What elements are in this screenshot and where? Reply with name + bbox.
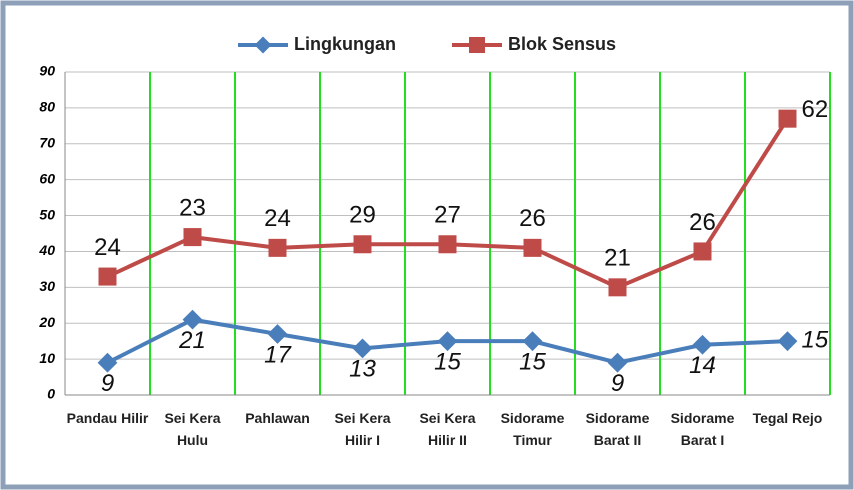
data-label: 15: [434, 349, 461, 376]
marker: [522, 331, 543, 352]
data-label: 26: [689, 209, 716, 236]
legend-label: Blok Sensus: [508, 34, 616, 54]
marker: [438, 235, 457, 254]
x-tick-label: Sei Kera Hulu: [164, 410, 221, 448]
marker: [98, 267, 117, 286]
data-label: 24: [94, 234, 121, 261]
y-tick-label: 60: [39, 170, 55, 186]
marker: [268, 238, 287, 257]
y-tick-label: 40: [38, 242, 55, 258]
marker: [352, 338, 373, 359]
legend-marker: [469, 37, 485, 53]
data-label: 62: [802, 96, 829, 123]
data-label: 17: [264, 341, 292, 368]
marker: [182, 309, 203, 330]
x-tick-label: Pahlawan: [245, 410, 310, 426]
data-label: 23: [179, 194, 206, 221]
x-tick-label: Pandau Hilir: [66, 410, 149, 426]
x-tick-label: Sei Kera Hilir II: [419, 410, 476, 448]
marker: [183, 228, 202, 247]
y-tick-label: 0: [47, 386, 55, 402]
marker: [97, 352, 118, 373]
x-tick-label: Tegal Rejo: [752, 410, 823, 426]
marker: [777, 331, 798, 352]
y-tick-label: 20: [38, 314, 55, 330]
marker: [778, 109, 797, 128]
data-label: 9: [611, 370, 624, 397]
marker: [607, 352, 628, 373]
data-label: 26: [519, 205, 546, 232]
y-tick-label: 80: [39, 99, 55, 115]
data-label: 29: [349, 202, 376, 229]
y-tick-label: 30: [39, 278, 55, 294]
y-tick-label: 70: [39, 134, 55, 150]
marker: [523, 238, 542, 257]
marker: [267, 324, 288, 344]
data-label: 27: [434, 202, 461, 229]
x-tick-label: Sidorame Barat II: [585, 410, 650, 448]
marker: [693, 242, 712, 261]
x-tick-label: Sidorame Barat I: [670, 410, 735, 448]
data-label: 9: [101, 370, 114, 397]
marker: [437, 331, 458, 352]
y-tick-label: 50: [39, 206, 55, 222]
legend-label: Lingkungan: [294, 34, 396, 54]
data-label: 15: [519, 349, 546, 376]
y-tick-label: 90: [39, 63, 55, 79]
data-label: 21: [604, 245, 631, 272]
data-label: 21: [178, 327, 206, 354]
y-tick-label: 10: [39, 350, 55, 366]
marker: [692, 334, 713, 355]
data-label: 14: [689, 352, 716, 379]
data-label: 15: [802, 327, 829, 354]
marker: [353, 235, 372, 254]
x-tick-label: Sidorame Timur: [500, 410, 565, 448]
data-label: 24: [264, 205, 291, 232]
data-label: 13: [349, 356, 376, 383]
x-tick-label: Sei Kera Hilir I: [334, 410, 391, 448]
marker: [608, 278, 627, 297]
